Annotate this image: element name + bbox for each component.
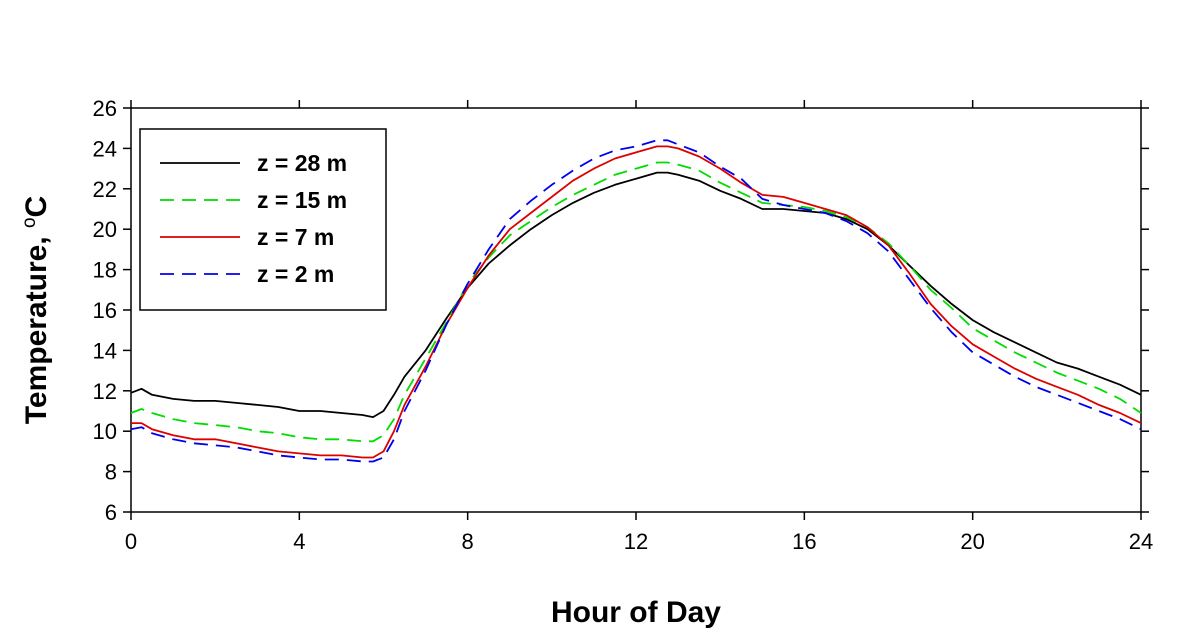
series-lines — [130, 139, 1142, 463]
x-tick-label: 24 — [1129, 529, 1153, 554]
y-axis-label-main: Temperature, — [20, 228, 53, 424]
x-tick-label: 12 — [624, 529, 648, 554]
y-axis-label-unit: C — [20, 196, 53, 218]
legend-label: z = 7 m — [257, 224, 334, 250]
x-tick-label: 8 — [462, 529, 474, 554]
y-tick-label: 12 — [93, 379, 117, 404]
y-tick-label: 16 — [93, 298, 117, 323]
y-tick-label: 8 — [105, 460, 117, 485]
y-tick-label: 26 — [93, 96, 117, 121]
legend: z = 28 m z = 15 m z = 7 m z = 2 m — [139, 128, 387, 311]
y-tick-label: 22 — [93, 177, 117, 202]
series-line-z-28-m — [130, 171, 1142, 419]
y-tick-label: 20 — [93, 217, 117, 242]
y-tick-label: 18 — [93, 258, 117, 283]
legend-box — [139, 128, 387, 311]
tick-labels: 0 4 8 12 16 20 24 6 8 10 12 14 16 18 20 22 24 26 — [93, 96, 1154, 554]
x-axis-label: Hour of Day — [551, 596, 721, 629]
series-line-z-15-m — [130, 161, 1142, 443]
x-tick-label: 16 — [792, 529, 816, 554]
x-tick-label: 4 — [293, 529, 305, 554]
y-tick-label: 10 — [93, 419, 117, 444]
x-tick-label: 20 — [960, 529, 984, 554]
series-line-z-2-m — [130, 139, 1142, 463]
y-tick-label: 14 — [93, 338, 117, 363]
axis-ticks — [123, 100, 1149, 520]
y-tick-label: 24 — [93, 136, 117, 161]
series-line-z-7-m — [131, 145, 1142, 459]
y-axis-label-degree: o — [19, 217, 40, 228]
y-axis-label: Temperature, oC — [19, 196, 53, 424]
legend-label: z = 15 m — [257, 187, 347, 213]
y-tick-label: 6 — [105, 500, 117, 525]
legend-label: z = 2 m — [257, 261, 334, 287]
x-tick-label: 0 — [125, 529, 137, 554]
legend-label: z = 28 m — [257, 150, 347, 176]
